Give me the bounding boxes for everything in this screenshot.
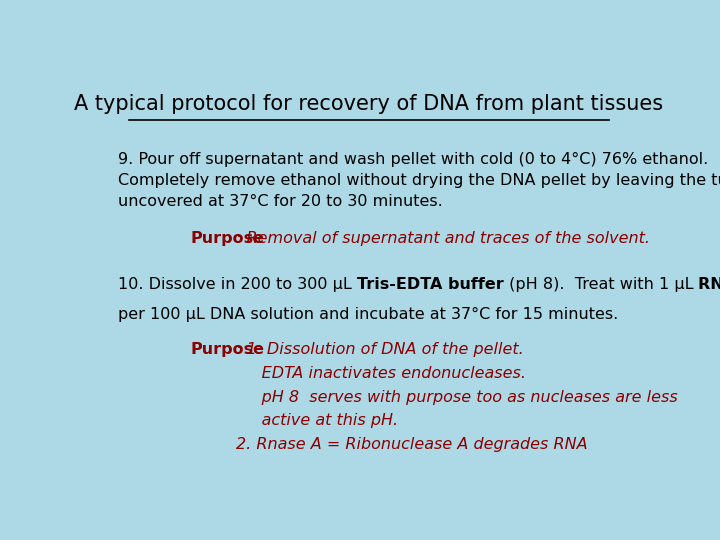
Text: Purpose: Purpose xyxy=(190,231,264,246)
Text: active at this pH.: active at this pH. xyxy=(236,413,398,428)
Text: A typical protocol for recovery of DNA from plant tissues: A typical protocol for recovery of DNA f… xyxy=(74,94,664,114)
Text: pH 8  serves with purpose too as nucleases are less: pH 8 serves with purpose too as nuclease… xyxy=(236,389,678,404)
Text: 10. Dissolve in 200 to 300 μL: 10. Dissolve in 200 to 300 μL xyxy=(118,277,357,292)
Text: RNase A: RNase A xyxy=(698,277,720,292)
Text: 9. Pour off supernatant and wash pellet with cold (0 to 4°C) 76% ethanol.
Comple: 9. Pour off supernatant and wash pellet … xyxy=(118,152,720,209)
Text: per 100 μL DNA solution and incubate at 37°C for 15 minutes.: per 100 μL DNA solution and incubate at … xyxy=(118,307,618,322)
Text: : Removal of supernatant and traces of the solvent.: : Removal of supernatant and traces of t… xyxy=(236,231,650,246)
Text: : 1. Dissolution of DNA of the pellet.: : 1. Dissolution of DNA of the pellet. xyxy=(236,342,524,357)
Text: 2. Rnase A = Ribonuclease A degrades RNA: 2. Rnase A = Ribonuclease A degrades RNA xyxy=(236,437,588,452)
Text: Purpose: Purpose xyxy=(190,342,264,357)
Text: Tris-EDTA buffer: Tris-EDTA buffer xyxy=(357,277,503,292)
Text: EDTA inactivates endonucleases.: EDTA inactivates endonucleases. xyxy=(236,366,526,381)
Text: (pH 8).  Treat with 1 μL: (pH 8). Treat with 1 μL xyxy=(503,277,698,292)
